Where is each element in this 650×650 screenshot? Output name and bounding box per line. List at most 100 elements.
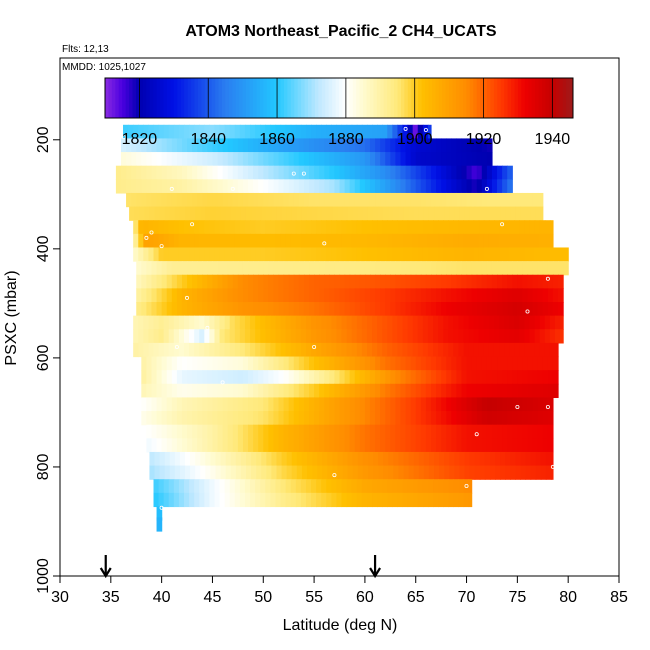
heatmap-cell [173,329,180,344]
heatmap-cell [453,315,460,330]
heatmap-cell [361,492,368,508]
heatmap-cell [171,138,178,153]
heatmap-cell [372,329,378,344]
heatmap-cell [230,465,237,480]
heatmap-cell [517,370,524,385]
heatmap-cell [168,233,175,249]
heatmap-cell [253,138,259,153]
heatmap-cell [189,233,195,249]
heatmap-cell [461,370,468,385]
heatmap-cell [266,206,272,221]
heatmap-cell [164,465,171,480]
heatmap-cell [497,370,503,385]
heatmap-cell [405,356,412,371]
heatmap-cell [491,411,498,426]
heatmap-cell [179,451,186,467]
heatmap-cell [491,438,498,453]
heatmap-cell [356,124,363,140]
heatmap-cell [420,288,427,303]
colorbar-segment [146,78,151,118]
heatmap-cell [522,411,529,426]
heatmap-cell [395,302,402,317]
heatmap-cell [222,411,229,426]
heatmap-cell [495,465,501,480]
heatmap-cell [471,274,478,289]
heatmap-cell [151,397,158,412]
heatmap-cell [217,138,224,153]
heatmap-cell [248,356,254,371]
heatmap-cell [331,329,338,344]
heatmap-cell [173,492,180,508]
heatmap-cell [488,220,495,235]
heatmap-cell [349,383,356,399]
heatmap-cell [288,302,295,317]
heatmap-cell [255,492,261,508]
heatmap-cell [534,315,541,330]
heatmap-cell [359,438,366,453]
data-point [220,380,225,385]
heatmap-cell [322,451,328,467]
heatmap-cell [372,247,378,262]
heatmap-cell [210,206,217,221]
heatmap-cell [354,288,361,303]
heatmap-cell [359,261,366,276]
heatmap-cell [314,356,320,371]
colorbar-segment [235,78,240,118]
heatmap-cell [395,370,402,385]
heatmap-cell [400,192,407,208]
heatmap-cell [497,411,503,426]
colorbar-segment [528,78,533,118]
heatmap-cell [156,192,163,208]
data-point [149,230,154,235]
heatmap-cell [344,165,351,180]
colorbar-segment [270,78,275,118]
heatmap-cell [138,220,144,235]
heatmap-cell [207,274,214,289]
heatmap-cell [280,329,287,344]
colorbar-segment [480,78,485,118]
heatmap-cell [229,233,236,249]
heatmap-cell [222,302,229,317]
heatmap-cell [161,302,168,317]
heatmap-cell [476,165,483,180]
heatmap-cell [192,397,198,412]
colorbar-segment [545,78,550,118]
heatmap-cell [235,465,242,480]
heatmap-cell [184,479,190,494]
heatmap-cell [321,492,327,508]
heatmap-cell [474,451,481,467]
heatmap-cell [222,274,229,289]
heatmap-cell [298,165,305,180]
heatmap-cell [456,356,463,371]
heatmap-cell [336,479,343,494]
heatmap-cell [418,465,425,480]
heatmap-cell [237,424,244,439]
heatmap-cell [220,465,227,480]
heatmap-cell [499,220,505,235]
heatmap-cell [261,465,267,480]
heatmap-cell [499,247,505,262]
colorbar-segment [180,78,185,118]
heatmap-cell [549,247,556,262]
colorbar-segment [318,78,323,118]
heatmap-cell [397,492,404,508]
heatmap-cell [385,397,391,412]
heatmap-cell [512,438,518,453]
heatmap-cell [148,124,155,140]
heatmap-cell [464,465,471,480]
heatmap-cell [463,342,470,358]
heatmap-cell [189,220,195,235]
heatmap-cell [517,288,524,303]
heatmap-cell [344,438,351,453]
colorbar-tick-label: 1920 [466,131,502,148]
heatmap-cell [273,438,280,453]
heatmap-cell [525,451,532,467]
heatmap-cell [215,206,222,221]
heatmap-cell [486,438,493,453]
heatmap-cell [372,233,378,249]
heatmap-cell [133,315,139,330]
heatmap-cell [375,302,381,317]
chart-title: ATOM3 Northeast_Pacific_2 CH4_UCATS [185,23,497,40]
heatmap-cell [405,424,412,439]
heatmap-cell [250,220,256,235]
